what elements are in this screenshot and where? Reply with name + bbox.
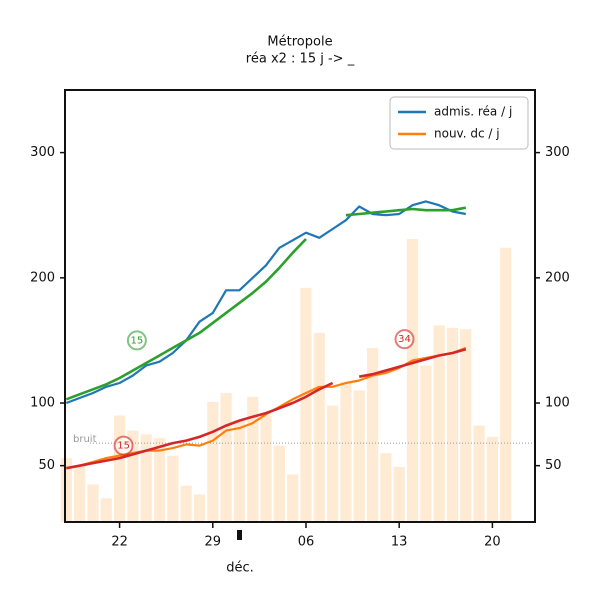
bar <box>193 494 206 522</box>
bar <box>406 239 419 522</box>
bar <box>167 455 179 522</box>
y-tick-label-right: 300 <box>545 145 570 160</box>
bar <box>393 466 405 522</box>
bar <box>153 438 166 522</box>
bar <box>113 415 126 522</box>
annotation-text: 15 <box>117 441 130 452</box>
bar <box>74 465 86 522</box>
bar <box>327 405 339 522</box>
smoothed-line <box>66 347 467 470</box>
bar <box>500 247 512 522</box>
today-marker <box>237 530 242 540</box>
bar <box>87 484 99 522</box>
x-tick-label: 29 <box>205 535 222 550</box>
bar <box>313 332 325 522</box>
bar <box>247 396 259 522</box>
bar <box>273 445 285 522</box>
y-tick-label: 300 <box>30 145 55 160</box>
y-tick-label-right: 50 <box>545 458 562 473</box>
annotation-text: 15 <box>131 335 144 346</box>
bar <box>486 436 498 522</box>
bar <box>433 325 445 522</box>
legend-label: nouv. dc / j <box>434 127 500 141</box>
y-tick-label-right: 200 <box>545 270 570 285</box>
annotation-text: 34 <box>398 334 411 345</box>
bar <box>60 458 72 522</box>
chart-subtitle: réa x2 : 15 j -> _ <box>246 52 355 67</box>
bar <box>420 365 432 522</box>
noise-label: bruit <box>73 434 97 445</box>
x-tick-label: 06 <box>298 535 315 550</box>
bar <box>233 420 246 522</box>
smoothed-line <box>65 206 467 401</box>
bar <box>260 415 272 522</box>
bar <box>300 287 312 522</box>
legend-box <box>389 96 529 150</box>
series-line <box>65 200 467 405</box>
bar <box>460 329 472 522</box>
bar <box>180 485 192 522</box>
annotation-circle <box>113 435 134 456</box>
y-tick-label: 100 <box>30 396 55 411</box>
bar <box>207 401 219 522</box>
bar <box>127 430 139 522</box>
y-tick-label: 200 <box>30 270 55 285</box>
bar <box>446 327 459 522</box>
x-tick-label: 13 <box>391 535 408 550</box>
annotation-circle <box>126 330 147 351</box>
bar <box>340 381 352 522</box>
y-tick-label-right: 100 <box>545 396 570 411</box>
x-tick-label: 22 <box>111 535 128 550</box>
bar <box>140 434 152 522</box>
bar <box>287 474 299 522</box>
bar <box>366 347 379 522</box>
bar <box>100 498 112 522</box>
x-axis-label: déc. <box>226 561 254 576</box>
plot-frame <box>64 89 536 523</box>
y-tick-label: 50 <box>38 458 55 473</box>
legend-label: admis. réa / j <box>434 105 512 119</box>
bar <box>380 453 392 522</box>
x-tick-label: 20 <box>484 535 501 550</box>
bar <box>353 390 365 522</box>
bar <box>220 393 232 522</box>
bar <box>473 425 485 522</box>
chart-title: Métropole <box>267 35 332 50</box>
annotation-circle <box>394 329 415 350</box>
